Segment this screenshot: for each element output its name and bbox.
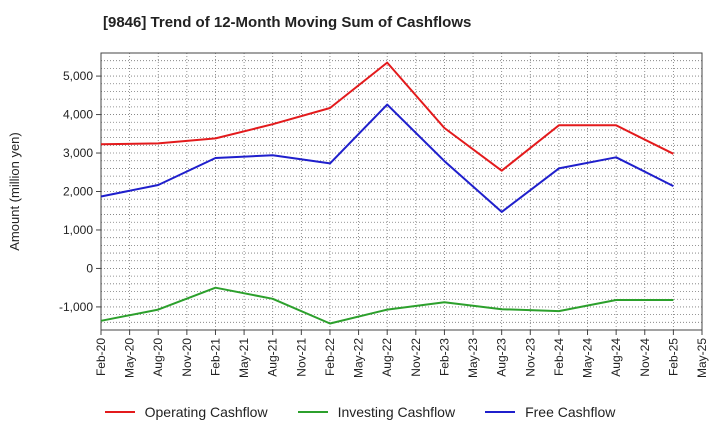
x-tick-label: Feb-25 bbox=[666, 338, 680, 376]
x-tick-label: Nov-22 bbox=[409, 338, 423, 377]
operating-cashflow-line bbox=[100, 61, 674, 172]
x-tick-label: Feb-24 bbox=[552, 338, 566, 376]
x-tick-label: May-24 bbox=[581, 338, 595, 378]
x-tick-label: May-25 bbox=[695, 338, 709, 378]
legend-label: Investing Cashflow bbox=[337, 404, 456, 420]
legend-swatch bbox=[104, 411, 135, 413]
legend: Operating Cashflow Investing Cashflow Free… bbox=[0, 404, 720, 420]
investing-cashflow-line bbox=[100, 286, 674, 325]
x-tick-label: Nov-24 bbox=[638, 338, 652, 377]
x-tick-label: Feb-20 bbox=[94, 338, 108, 376]
x-tick-label: Nov-23 bbox=[523, 338, 537, 377]
legend-swatch bbox=[297, 411, 328, 413]
legend-item: Investing Cashflow bbox=[297, 404, 456, 420]
free-cashflow-line bbox=[100, 103, 674, 213]
x-tick-label: May-21 bbox=[237, 338, 251, 378]
y-tick-label: 0 bbox=[86, 261, 93, 275]
x-tick-label: Aug-20 bbox=[151, 338, 165, 377]
x-tick-label: May-20 bbox=[123, 338, 137, 378]
legend-label: Operating Cashflow bbox=[144, 404, 268, 420]
x-tick-label: Nov-20 bbox=[180, 338, 194, 377]
y-tick-label: 4,000 bbox=[63, 108, 93, 122]
legend-swatch bbox=[485, 411, 516, 413]
legend-label: Free Cashflow bbox=[525, 404, 616, 420]
chart-title: [9846] Trend of 12-Month Moving Sum of C… bbox=[103, 14, 472, 31]
x-tick-label: May-23 bbox=[466, 338, 480, 378]
y-tick-label: 2,000 bbox=[63, 185, 93, 199]
x-tick-label: Aug-23 bbox=[495, 338, 509, 377]
x-tick-label: Feb-23 bbox=[437, 338, 451, 376]
x-tick-label: Aug-21 bbox=[266, 338, 280, 377]
y-axis-label: Amount (million yen) bbox=[7, 132, 22, 251]
y-tick-label: 3,000 bbox=[63, 146, 93, 160]
y-tick-label: -1,000 bbox=[59, 300, 93, 314]
y-tick-label: 5,000 bbox=[63, 69, 93, 83]
x-tick-label: May-22 bbox=[352, 338, 366, 378]
x-tick-label: Feb-22 bbox=[323, 338, 337, 376]
x-tick-label: Feb-21 bbox=[208, 338, 222, 376]
x-tick-label: Aug-24 bbox=[609, 338, 623, 377]
legend-item: Operating Cashflow bbox=[104, 404, 268, 420]
x-tick-label: Aug-22 bbox=[380, 338, 394, 377]
y-tick-label: 1,000 bbox=[63, 223, 93, 237]
x-tick-label: Nov-21 bbox=[294, 338, 308, 377]
legend-item: Free Cashflow bbox=[485, 404, 615, 420]
